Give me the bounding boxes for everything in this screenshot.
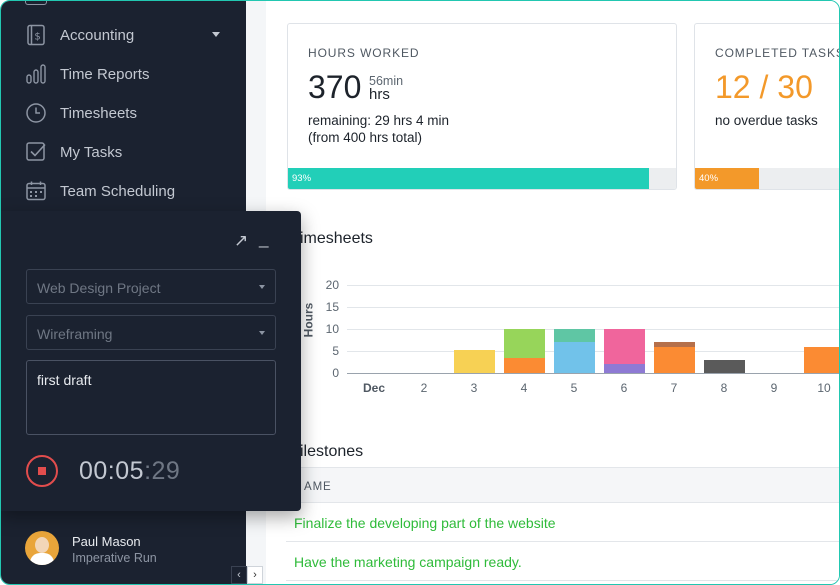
chart-bar-segment[interactable] xyxy=(653,342,695,347)
progress-label: 40% xyxy=(699,173,719,184)
sidebar-item-time-reports[interactable]: Time Reports xyxy=(1,56,246,92)
sidebar-item-label: My Tasks xyxy=(60,143,123,161)
chevron-left-icon[interactable]: ‹ xyxy=(231,566,247,584)
y-tick-label: 20 xyxy=(325,278,339,292)
completed-tasks-card: COMPLETED TASKS 12 / 30 no overdue tasks… xyxy=(694,23,840,190)
milestone-link[interactable]: Have the marketing campaign ready. xyxy=(294,554,522,570)
timer-seconds: :29 xyxy=(144,457,181,485)
project-select[interactable]: Web Design Project xyxy=(26,269,276,304)
sidebar-item-team-scheduling[interactable]: Team Scheduling xyxy=(1,173,246,209)
total-text: (from 400 hrs total) xyxy=(308,130,423,145)
x-tick-label: 2 xyxy=(420,381,428,395)
chart-bar-segment[interactable] xyxy=(503,357,545,373)
cut-off-nav-icon xyxy=(25,1,47,5)
milestone-link[interactable]: Finalize the developing part of the webs… xyxy=(294,515,556,531)
sidebar-item-timesheets[interactable]: Timesheets xyxy=(1,95,246,131)
checkbox-icon xyxy=(26,142,46,161)
y-tick-label: 10 xyxy=(325,322,339,336)
tasks-progress-fill: 40% xyxy=(695,168,759,189)
hours-progress-fill: 93% xyxy=(288,168,649,189)
tasks-progress-bar: 40% xyxy=(695,168,839,189)
avatar xyxy=(25,531,59,565)
stop-timer-button[interactable] xyxy=(26,455,58,487)
progress-label: 93% xyxy=(292,173,312,184)
timer-elapsed: 00:05 xyxy=(79,457,145,485)
y-tick-label: 5 xyxy=(332,344,339,358)
card-title: COMPLETED TASKS xyxy=(715,46,840,60)
expand-icon[interactable]: ↗ xyxy=(234,231,249,250)
x-tick-label: 3 xyxy=(470,381,478,395)
stop-icon xyxy=(38,467,46,475)
chart-bar-segment[interactable] xyxy=(603,329,645,365)
gridline xyxy=(347,307,839,308)
calendar-icon xyxy=(26,181,46,201)
chevron-right-icon[interactable]: › xyxy=(247,566,263,584)
sidebar-item-label: Team Scheduling xyxy=(60,182,176,200)
y-tick-label: 15 xyxy=(325,300,339,314)
chart-bar-segment[interactable] xyxy=(653,346,695,373)
notes-value: first draft xyxy=(37,372,92,388)
user-name: Paul Mason xyxy=(72,534,141,549)
hours-progress-bar: 93% xyxy=(288,168,676,189)
x-tick-label: Dec xyxy=(362,381,385,395)
timesheets-chart: Hours 20 15 10 5 0 Dec 2 3 4 5 6 7 8 9 10 xyxy=(291,273,839,403)
chart-bar-segment[interactable] xyxy=(603,364,645,373)
column-header-name: AME xyxy=(304,481,332,493)
task-select-value: Wireframing xyxy=(37,326,113,342)
chart-bar-segment[interactable] xyxy=(553,329,595,343)
chevron-down-icon xyxy=(259,331,265,335)
sidebar-collapse-controls: ‹ › xyxy=(231,566,265,584)
clock-icon xyxy=(26,103,46,123)
overdue-text: no overdue tasks xyxy=(715,113,818,128)
chart-bar-segment[interactable] xyxy=(553,342,595,373)
chevron-down-icon xyxy=(212,32,220,37)
x-tick-label: 4 xyxy=(520,381,528,395)
project-select-value: Web Design Project xyxy=(37,280,161,296)
chart-bar-segment[interactable] xyxy=(453,349,495,373)
x-tick-label: 9 xyxy=(770,381,778,395)
sidebar-item-label: Time Reports xyxy=(60,65,150,83)
gridline xyxy=(347,373,839,374)
y-tick-label: 0 xyxy=(332,366,339,380)
tasks-value: 12 / 30 xyxy=(715,69,813,105)
notes-textarea[interactable]: first draft xyxy=(26,360,276,435)
table-row: Have the marketing campaign ready. xyxy=(286,542,839,581)
ledger-book-icon: $ xyxy=(27,24,45,46)
chart-bar-segment[interactable] xyxy=(703,359,745,373)
remaining-text: remaining: 29 hrs 4 min xyxy=(308,113,450,128)
chart-bar-segment[interactable] xyxy=(503,329,545,358)
minutes-value: 56min xyxy=(369,74,404,88)
hours-unit: hrs xyxy=(369,86,390,103)
x-tick-label: 6 xyxy=(620,381,628,395)
svg-text:$: $ xyxy=(34,32,40,43)
milestones-heading: ilestones xyxy=(300,443,364,460)
sidebar-item-accounting[interactable]: $ Accounting xyxy=(1,17,246,53)
x-tick-label: 8 xyxy=(720,381,728,395)
x-tick-label: 5 xyxy=(570,381,578,395)
milestones-table-header: AME xyxy=(286,467,839,503)
timer-clock: 00:05:29 xyxy=(79,457,180,486)
card-title: HOURS WORKED xyxy=(308,46,420,60)
sidebar-item-label: Timesheets xyxy=(60,104,137,122)
timesheets-heading: imesheets xyxy=(300,230,373,247)
x-tick-label: 7 xyxy=(670,381,678,395)
hours-worked-card: HOURS WORKED 370 56min hrs remaining: 29… xyxy=(287,23,677,190)
bar-chart-icon xyxy=(26,64,46,84)
sidebar-item-label: Accounting xyxy=(60,26,135,44)
chart-bar-segment[interactable] xyxy=(803,346,839,373)
gridline xyxy=(347,285,839,286)
user-organization: Imperative Run xyxy=(72,551,157,565)
table-row: Finalize the developing part of the webs… xyxy=(286,503,839,542)
minimize-icon[interactable]: _ xyxy=(259,229,269,248)
sidebar-item-my-tasks[interactable]: My Tasks xyxy=(1,134,246,170)
task-select[interactable]: Wireframing xyxy=(26,315,276,350)
timer-popup: ↗ _ Web Design Project Wireframing first… xyxy=(1,211,301,511)
hours-value: 370 xyxy=(308,69,362,105)
x-tick-label: 10 xyxy=(817,381,831,395)
chevron-down-icon xyxy=(259,285,265,289)
